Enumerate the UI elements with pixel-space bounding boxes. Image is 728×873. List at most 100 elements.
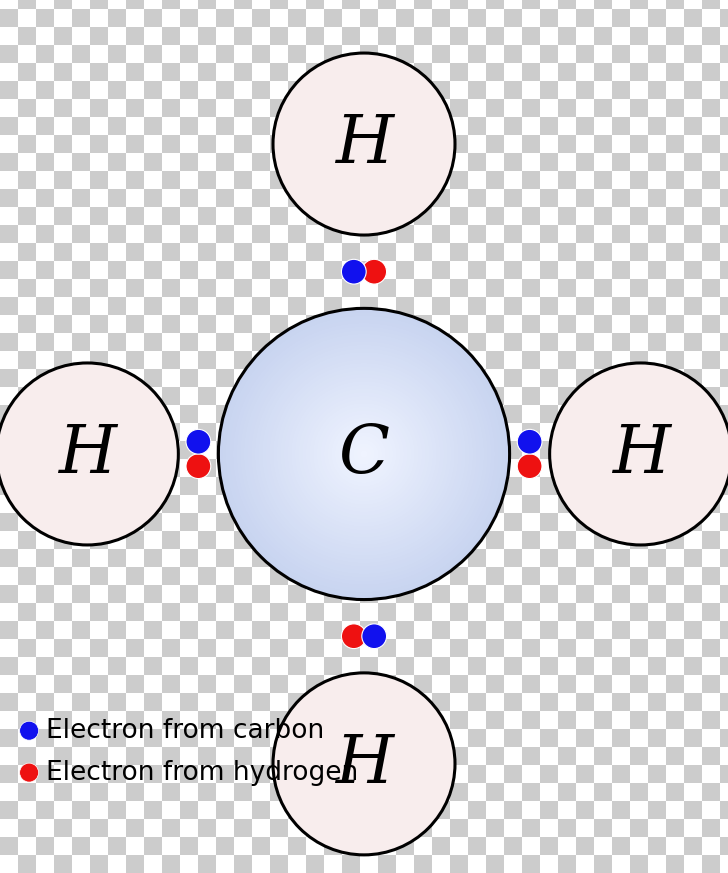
Bar [288, 189, 306, 207]
Bar [90, 279, 108, 297]
Bar [702, 405, 720, 423]
Bar [162, 387, 180, 405]
Bar [540, 9, 558, 27]
Bar [288, 801, 306, 819]
Bar [378, 693, 396, 711]
Bar [594, 405, 612, 423]
Bar [540, 315, 558, 333]
Bar [18, 207, 36, 225]
Bar [342, 693, 360, 711]
Bar [414, 801, 432, 819]
Bar [540, 279, 558, 297]
Bar [324, 0, 342, 9]
Bar [306, 837, 324, 855]
Bar [504, 855, 522, 873]
Bar [558, 243, 576, 261]
Bar [270, 801, 288, 819]
Bar [360, 567, 378, 585]
Bar [720, 729, 728, 747]
Bar [612, 351, 630, 369]
Bar [162, 621, 180, 639]
Bar [720, 99, 728, 117]
Bar [288, 351, 306, 369]
Bar [216, 783, 234, 801]
Bar [594, 0, 612, 9]
Bar [720, 207, 728, 225]
Bar [342, 45, 360, 63]
Bar [108, 297, 126, 315]
Bar [630, 171, 648, 189]
Bar [0, 837, 18, 855]
Bar [0, 531, 18, 549]
Bar [666, 81, 684, 99]
Bar [360, 783, 378, 801]
Bar [396, 477, 414, 495]
Bar [468, 513, 486, 531]
Bar [486, 297, 504, 315]
Bar [72, 801, 90, 819]
Bar [90, 477, 108, 495]
Circle shape [262, 352, 466, 556]
Bar [360, 207, 378, 225]
Bar [432, 765, 450, 783]
Bar [450, 279, 468, 297]
Bar [144, 693, 162, 711]
Bar [144, 117, 162, 135]
Bar [54, 243, 72, 261]
Bar [198, 711, 216, 729]
Bar [558, 621, 576, 639]
Bar [234, 783, 252, 801]
Bar [450, 0, 468, 9]
Bar [720, 0, 728, 9]
Bar [234, 135, 252, 153]
Bar [684, 369, 702, 387]
Bar [162, 135, 180, 153]
Bar [486, 63, 504, 81]
Bar [720, 801, 728, 819]
Bar [648, 747, 666, 765]
Bar [702, 99, 720, 117]
Bar [234, 243, 252, 261]
Bar [450, 729, 468, 747]
Bar [684, 351, 702, 369]
Bar [648, 513, 666, 531]
Bar [108, 171, 126, 189]
Bar [234, 603, 252, 621]
Bar [594, 135, 612, 153]
Bar [702, 297, 720, 315]
Bar [576, 855, 594, 873]
Bar [540, 711, 558, 729]
Bar [558, 405, 576, 423]
Bar [468, 423, 486, 441]
Bar [54, 9, 72, 27]
Bar [486, 495, 504, 513]
Bar [180, 189, 198, 207]
Bar [630, 639, 648, 657]
Bar [468, 657, 486, 675]
Bar [54, 369, 72, 387]
Bar [288, 783, 306, 801]
Bar [360, 225, 378, 243]
Bar [198, 0, 216, 9]
Bar [54, 99, 72, 117]
Bar [468, 711, 486, 729]
Bar [216, 693, 234, 711]
Bar [18, 765, 36, 783]
Bar [576, 621, 594, 639]
Bar [486, 693, 504, 711]
Bar [396, 261, 414, 279]
Bar [234, 477, 252, 495]
Bar [684, 279, 702, 297]
Bar [468, 405, 486, 423]
Bar [612, 279, 630, 297]
Bar [432, 603, 450, 621]
Bar [504, 495, 522, 513]
Bar [432, 477, 450, 495]
Bar [414, 729, 432, 747]
Bar [108, 837, 126, 855]
Bar [684, 477, 702, 495]
Bar [594, 81, 612, 99]
Bar [162, 495, 180, 513]
Bar [324, 837, 342, 855]
Bar [360, 27, 378, 45]
